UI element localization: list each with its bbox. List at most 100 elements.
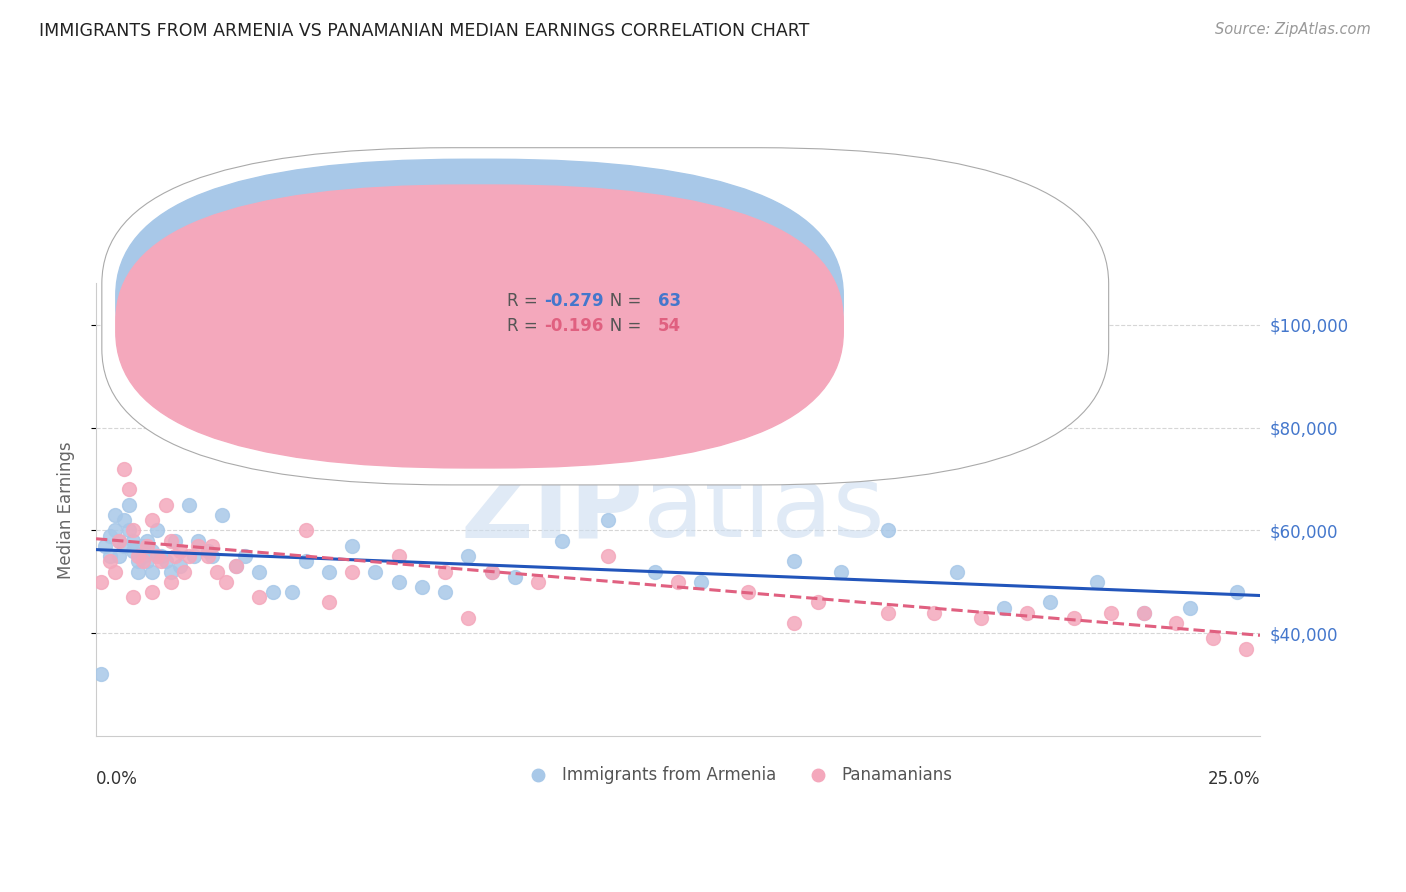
Point: [783, 554, 806, 568]
Point: [155, 498, 177, 512]
Point: [830, 565, 852, 579]
Point: [159, 574, 181, 589]
Text: 63: 63: [658, 292, 682, 310]
Point: [1178, 600, 1201, 615]
Point: [690, 574, 713, 589]
Point: [108, 533, 131, 548]
Point: [104, 565, 127, 579]
Point: [136, 539, 159, 553]
Point: [127, 554, 149, 568]
Text: R =: R =: [508, 292, 543, 310]
Y-axis label: Median Earnings: Median Earnings: [58, 441, 75, 579]
Point: [434, 565, 457, 579]
Point: [90, 574, 112, 589]
Point: [94, 539, 117, 553]
Point: [159, 565, 181, 579]
Point: [1202, 632, 1225, 646]
Point: [364, 565, 387, 579]
Point: [876, 606, 898, 620]
Point: [141, 565, 163, 579]
Point: [1099, 606, 1122, 620]
Point: [127, 549, 149, 563]
FancyBboxPatch shape: [101, 148, 1109, 485]
Text: Panamanians: Panamanians: [841, 765, 952, 783]
Point: [112, 513, 135, 527]
Text: 0.0%: 0.0%: [96, 770, 138, 788]
Point: [122, 591, 145, 605]
Point: [165, 533, 187, 548]
Point: [201, 549, 224, 563]
Point: [1132, 606, 1154, 620]
Point: [1132, 606, 1154, 620]
Point: [946, 565, 969, 579]
Point: [159, 533, 181, 548]
Point: [179, 498, 201, 512]
Point: [318, 595, 340, 609]
Point: [262, 585, 284, 599]
Point: [122, 533, 145, 548]
Point: [737, 585, 759, 599]
Text: atlas: atlas: [643, 461, 884, 558]
Point: [197, 544, 219, 558]
Point: [205, 565, 228, 579]
Point: [411, 580, 433, 594]
Point: [141, 544, 163, 558]
Point: [271, 359, 294, 373]
Point: [173, 565, 195, 579]
Point: [104, 508, 127, 522]
Point: [1234, 641, 1257, 656]
Point: [481, 565, 503, 579]
Point: [183, 549, 205, 563]
Point: [215, 574, 238, 589]
Point: [247, 565, 270, 579]
Point: [340, 539, 363, 553]
Point: [247, 591, 270, 605]
Point: [131, 539, 153, 553]
Point: [169, 544, 191, 558]
Point: [131, 549, 153, 563]
Point: [122, 544, 145, 558]
Point: [233, 549, 256, 563]
Point: [141, 513, 163, 527]
Point: [127, 565, 149, 579]
Point: [280, 585, 302, 599]
Point: [112, 539, 135, 553]
Point: [117, 482, 139, 496]
Point: [150, 554, 173, 568]
Point: [598, 549, 620, 563]
Point: [294, 524, 316, 538]
Point: [165, 549, 187, 563]
Point: [550, 533, 572, 548]
Point: [131, 554, 153, 568]
Point: [294, 554, 316, 568]
Point: [1063, 611, 1085, 625]
Point: [197, 549, 219, 563]
Point: [117, 498, 139, 512]
Point: [169, 559, 191, 574]
Point: [783, 615, 806, 630]
Point: [644, 565, 666, 579]
Point: [108, 533, 131, 548]
Text: -0.196: -0.196: [544, 318, 603, 335]
Point: [666, 574, 689, 589]
Point: [388, 574, 411, 589]
Point: [1166, 615, 1188, 630]
Point: [98, 549, 121, 563]
Text: R =: R =: [508, 318, 543, 335]
Text: 54: 54: [658, 318, 682, 335]
Point: [136, 533, 159, 548]
Point: [1085, 574, 1108, 589]
Point: [225, 559, 247, 574]
Point: [201, 539, 224, 553]
Point: [1039, 595, 1062, 609]
Text: -0.279: -0.279: [544, 292, 603, 310]
Point: [211, 508, 233, 522]
Point: [145, 524, 167, 538]
FancyBboxPatch shape: [115, 185, 844, 468]
Point: [318, 565, 340, 579]
Text: N =: N =: [595, 292, 647, 310]
Point: [225, 559, 247, 574]
Point: [1226, 585, 1249, 599]
Text: ZIP: ZIP: [460, 461, 643, 558]
Point: [187, 539, 209, 553]
